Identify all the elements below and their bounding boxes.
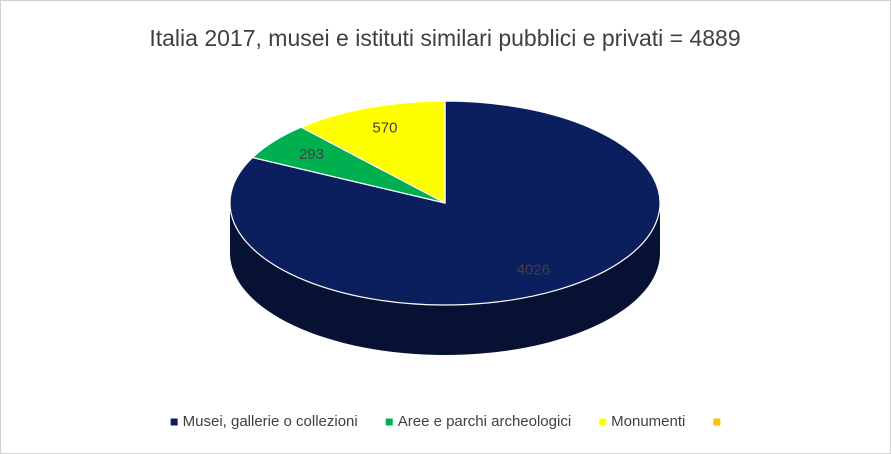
legend-label: Aree e parchi archeologici [398,413,571,430]
data-label: 293 [299,146,324,163]
legend-swatch [713,418,721,426]
slice [299,100,446,204]
chart-title: Italia 2017, musei e istituti similari p… [149,25,740,51]
slice-side [230,203,660,355]
data-label: 570 [372,120,397,137]
legend-label: Musei, gallerie o collezioni [183,413,358,430]
legend-swatch [385,418,393,426]
legend-label: Monumenti [611,413,685,430]
legend: Musei, gallerie o collezioni Aree e parch… [170,413,721,430]
legend-swatch [599,418,607,426]
data-label: 4026 [517,262,550,279]
legend-swatch [170,418,178,426]
